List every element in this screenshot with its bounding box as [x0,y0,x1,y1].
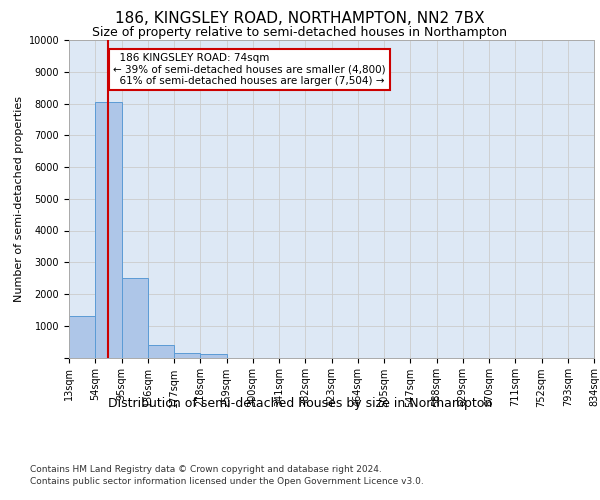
Bar [148,345,174,358]
Bar [174,354,200,358]
Bar [121,278,148,357]
Text: 186, KINGSLEY ROAD, NORTHAMPTON, NN2 7BX: 186, KINGSLEY ROAD, NORTHAMPTON, NN2 7BX [115,11,485,26]
Text: Size of property relative to semi-detached houses in Northampton: Size of property relative to semi-detach… [92,26,508,39]
Bar [95,102,121,358]
Text: Distribution of semi-detached houses by size in Northampton: Distribution of semi-detached houses by … [108,398,492,410]
Bar [69,316,95,358]
Text: Contains public sector information licensed under the Open Government Licence v3: Contains public sector information licen… [30,478,424,486]
Text: 186 KINGSLEY ROAD: 74sqm
← 39% of semi-detached houses are smaller (4,800)
  61%: 186 KINGSLEY ROAD: 74sqm ← 39% of semi-d… [113,52,386,86]
Y-axis label: Number of semi-detached properties: Number of semi-detached properties [14,96,25,302]
Text: Contains HM Land Registry data © Crown copyright and database right 2024.: Contains HM Land Registry data © Crown c… [30,465,382,474]
Bar [200,354,227,358]
